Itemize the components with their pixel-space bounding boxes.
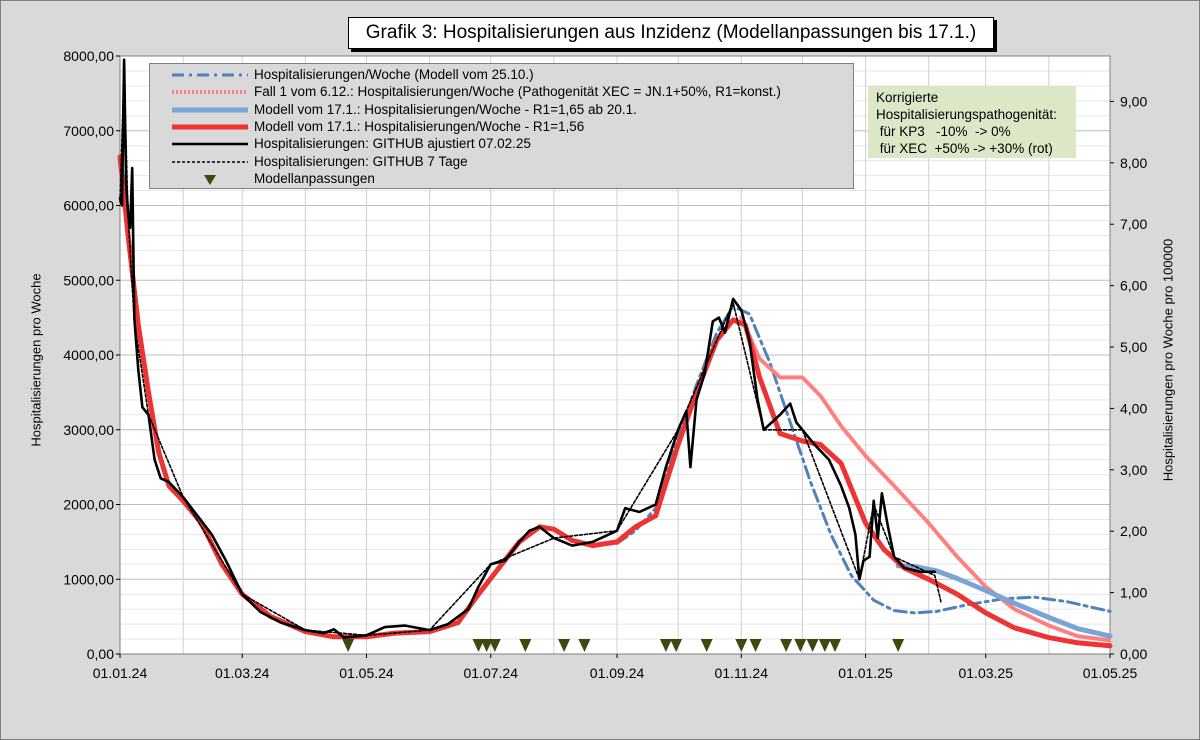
y2-tick-label: 0,00 (1120, 646, 1147, 662)
x-tick-label: 01.07.24 (463, 665, 518, 681)
legend-swatch (204, 174, 216, 185)
series-group (117, 58, 1113, 649)
legend-label: Hospitalisierungen: GITHUB ajustiert 07.… (254, 136, 531, 152)
y2-tick-label: 4,00 (1120, 400, 1147, 416)
x-tick-label: 01.09.24 (590, 665, 645, 681)
y-tick-label: 5000,00 (63, 272, 114, 288)
legend-label: Modell vom 17.1.: Hospitalisierungen/Woc… (254, 118, 585, 134)
x-tick-label: 01.11.24 (715, 665, 769, 681)
legend-swatch (172, 142, 248, 146)
y2-tick-label: 8,00 (1120, 155, 1147, 171)
x-tick-label: 01.03.25 (958, 665, 1013, 681)
marker-group (342, 639, 905, 652)
model-adjustment-marker (670, 639, 683, 652)
y-tick-label: 2000,00 (63, 497, 114, 513)
legend: Hospitalisierungen/Woche (Modell vom 25.… (149, 63, 854, 189)
legend-entry: Modell vom 17.1.: Hospitalisierungen/Woc… (150, 118, 850, 135)
legend-label: Fall 1 vom 6.12.: Hospitalisierungen/Woc… (254, 84, 781, 100)
y-tick-label: 1000,00 (63, 571, 114, 587)
annotation-line: für XEC +50% -> +30% (rot) (876, 141, 1053, 156)
y-tick-label: 7000,00 (63, 123, 114, 139)
legend-swatch (172, 73, 248, 77)
model-adjustment-marker (749, 639, 762, 652)
y2-tick-label: 1,00 (1120, 585, 1147, 601)
annotation-box: Korrigierte Hospitalisierungspathogenitä… (868, 86, 1076, 158)
legend-entry: Fall 1 vom 6.12.: Hospitalisierungen/Woc… (150, 83, 850, 100)
legend-label: Hospitalisierungen/Woche (Modell vom 25.… (254, 67, 534, 82)
legend-label: Hospitalisierungen: GITHUB 7 Tage (254, 153, 468, 169)
legend-entry: Modellanpassungen (150, 170, 850, 187)
series-line (895, 563, 1113, 639)
legend-label: Modell vom 17.1.: Hospitalisierungen/Woc… (254, 101, 637, 117)
legend-entry: Hospitalisierungen: GITHUB 7 Tage (150, 153, 850, 170)
model-adjustment-marker (794, 639, 807, 652)
x-tick-label: 01.01.24 (93, 665, 148, 681)
y2-tick-label: 9,00 (1120, 93, 1147, 109)
model-adjustment-marker (488, 639, 501, 652)
chart-title: Grafik 3: Hospitalisierungen aus Inziden… (348, 17, 994, 49)
y-tick-label: 8000,00 (63, 48, 114, 64)
legend-swatch (172, 107, 248, 113)
model-adjustment-marker (342, 639, 355, 652)
y-tick-label: 6000,00 (63, 198, 114, 214)
legend-entry: Hospitalisierungen: GITHUB ajustiert 07.… (150, 135, 850, 152)
legend-swatch (172, 160, 248, 163)
x-tick-label: 01.01.25 (838, 665, 893, 681)
series-line (118, 58, 937, 639)
y2-tick-label: 6,00 (1120, 278, 1147, 294)
y-tick-label: 0,00 (87, 646, 114, 662)
model-adjustment-marker (519, 639, 532, 652)
model-adjustment-marker (829, 639, 841, 652)
model-adjustment-marker (735, 639, 748, 652)
model-adjustment-marker (806, 639, 819, 652)
x-tick-label: 01.05.24 (339, 665, 394, 681)
y-axis-title: Hospitalisierungen pro Woche (28, 273, 44, 447)
legend-marker (204, 174, 216, 185)
model-adjustment-marker (780, 639, 793, 652)
y-tick-label: 4000,00 (63, 347, 114, 363)
y-tick-label: 3000,00 (63, 422, 114, 438)
legend-entry: Hospitalisierungen/Woche (Modell vom 25.… (150, 66, 850, 83)
model-adjustment-marker (700, 639, 713, 652)
model-adjustment-marker (659, 639, 672, 652)
legend-label: Modellanpassungen (254, 170, 375, 186)
axes: 0,00 1000,00 2000,00 3000,00 4000,00 5000,00 6… (63, 48, 1147, 681)
model-adjustment-marker (818, 639, 831, 652)
x-tick-label: 01.03.24 (215, 665, 270, 681)
series-line (739, 315, 1112, 643)
model-adjustment-marker (892, 639, 905, 652)
annotation-line: für KP3 -10% -> 0% (876, 124, 1011, 139)
annotation-line: Hospitalisierungspathogenität: (876, 107, 1057, 122)
annotation-line: Korrigierte (876, 90, 939, 105)
y2-tick-label: 2,00 (1120, 523, 1147, 539)
model-adjustment-marker (578, 639, 591, 652)
y2-axis-title: Hospitalisierungen pro Woche pro 100000 (1160, 238, 1176, 482)
x-tick-label: 01.05.25 (1083, 665, 1138, 681)
legend-entry: Modell vom 17.1.: Hospitalisierungen/Woc… (150, 101, 850, 118)
model-adjustment-marker (558, 639, 571, 652)
legend-swatch (172, 90, 248, 95)
y2-tick-label: 5,00 (1120, 339, 1147, 355)
model-adjustment-marker (480, 639, 493, 652)
y2-tick-label: 3,00 (1120, 462, 1147, 478)
series-line (119, 70, 942, 637)
y2-tick-label: 7,00 (1120, 216, 1147, 232)
model-adjustment-marker (472, 639, 485, 652)
legend-swatch (172, 124, 248, 130)
